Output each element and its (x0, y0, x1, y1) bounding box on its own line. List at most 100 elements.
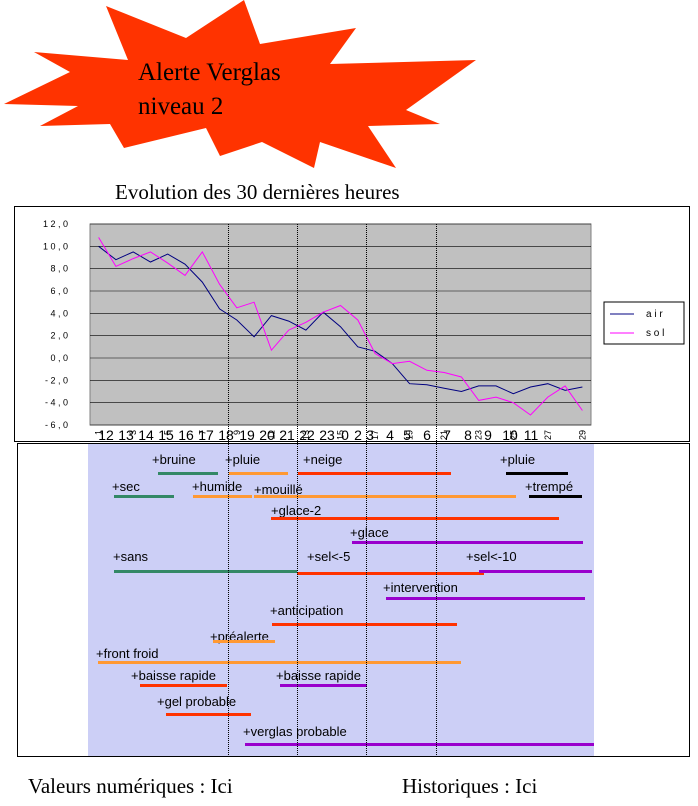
state-label: +glace (350, 525, 389, 540)
state-label: +baisse rapide (276, 668, 361, 683)
state-label: +sel<-10 (466, 549, 517, 564)
alert-level: niveau 2 (138, 93, 224, 120)
hour-label: 13 (118, 427, 134, 443)
state-bar (213, 640, 275, 643)
y-tick-label: 1 0 , 0 (43, 241, 68, 251)
hour-label: 7 (443, 427, 451, 443)
state-label: +front froid (96, 646, 159, 661)
x-tick-label: 5 (163, 430, 173, 435)
state-label: +pluie (500, 452, 536, 467)
time-divider (228, 224, 229, 757)
hour-label: 19 (239, 427, 255, 443)
state-label: +sel<-5 (307, 549, 351, 564)
y-tick-label: 8 , 0 (50, 264, 68, 274)
hour-label: 20 (259, 427, 275, 443)
state-bar (193, 495, 252, 498)
state-bar (479, 570, 592, 573)
plot-area (89, 223, 592, 426)
state-bar (280, 684, 367, 687)
hour-label: 6 (423, 427, 431, 443)
hour-label: 12 (98, 427, 114, 443)
state-bar (140, 684, 227, 687)
state-label: +gel probable (157, 694, 237, 709)
series-line-sol (98, 237, 583, 416)
state-bar (386, 597, 585, 600)
hour-label: 8 (464, 427, 472, 443)
x-tick-label: 21 (439, 430, 449, 440)
state-bar (98, 661, 461, 664)
state-bar (272, 623, 457, 626)
time-divider (366, 224, 367, 757)
x-tick-label: 9 (232, 430, 242, 435)
hour-label: 4 (386, 427, 394, 443)
x-tick-label: 15 (336, 430, 346, 440)
state-label: +neige (303, 452, 343, 467)
legend-box (603, 301, 685, 345)
state-label: +bruine (152, 452, 196, 467)
numeric-values-link[interactable]: Valeurs numériques : Ici (28, 774, 233, 798)
state-bar (298, 472, 451, 475)
hour-label: 23 (319, 427, 335, 443)
hour-label: 2 (354, 427, 362, 443)
legend-label: a i r (646, 309, 663, 320)
hour-label: 3 (366, 427, 374, 443)
state-label: +trempé (525, 479, 574, 494)
state-label: +verglas probable (243, 724, 347, 739)
state-bar (245, 743, 594, 746)
y-tick-label: 0 , 0 (50, 353, 68, 363)
state-label: +humide (192, 479, 243, 494)
x-tick-label: 25 (508, 430, 518, 440)
x-tick-label: 7 (197, 430, 207, 435)
state-label: +intervention (383, 580, 458, 595)
hour-label: 22 (299, 427, 315, 443)
hour-label: 17 (198, 427, 214, 443)
state-bar (229, 472, 288, 475)
x-tick-label: 19 (405, 430, 415, 440)
state-bar (114, 495, 174, 498)
state-bar (506, 472, 568, 475)
y-tick-label: 4 , 0 (50, 308, 68, 318)
hour-label: 5 (403, 427, 411, 443)
x-tick-label: 17 (370, 430, 380, 440)
state-bar (529, 495, 582, 498)
hour-label: 11 (523, 427, 539, 443)
hour-label: 10 (502, 427, 518, 443)
state-bar (114, 570, 297, 573)
state-label: +sans (113, 549, 149, 564)
history-link[interactable]: Historiques : Ici (402, 774, 538, 798)
x-tick-label: 29 (577, 430, 587, 440)
x-tick-label: 3 (128, 430, 138, 435)
y-tick-label: 1 2 , 0 (43, 219, 68, 229)
series-line-air (98, 245, 583, 395)
hour-label: 18 (218, 427, 234, 443)
state-label: +pluie (225, 452, 261, 467)
x-tick-label: 13 (301, 430, 311, 440)
state-bar (166, 713, 251, 716)
state-label: +anticipation (270, 603, 344, 618)
time-divider (297, 224, 298, 757)
x-tick-label: 11 (266, 430, 276, 439)
state-bar (271, 517, 559, 520)
state-bar (297, 572, 484, 575)
state-label: +baisse rapide (131, 668, 216, 683)
time-divider (436, 224, 437, 757)
temperature-chart: 1 2 , 0 1 0 , 0 8 , 0 6 , 0 4 , 0 2 , 0 0 , 0 -… (43, 219, 685, 440)
timeline-panel (88, 444, 594, 756)
state-bar (352, 541, 583, 544)
hour-label: 15 (158, 427, 174, 443)
y-tick-label: - 2 , 0 (45, 375, 68, 385)
y-tick-label: - 6 , 0 (45, 420, 68, 430)
hour-label: 14 (138, 427, 154, 443)
state-label: +glace-2 (271, 503, 322, 518)
hour-label: 9 (484, 427, 492, 443)
y-tick-label: 2 , 0 (50, 331, 68, 341)
x-tick-label: 23 (474, 430, 484, 440)
state-bar (158, 472, 218, 475)
state-label: +mouillé (254, 482, 303, 497)
y-tick-label: - 4 , 0 (45, 398, 68, 408)
hour-label: 0 (341, 427, 349, 443)
legend-label: s o l (646, 328, 664, 339)
state-label: +sec (112, 479, 140, 494)
alert-starburst (4, 0, 476, 168)
y-tick-label: 6 , 0 (50, 286, 68, 296)
